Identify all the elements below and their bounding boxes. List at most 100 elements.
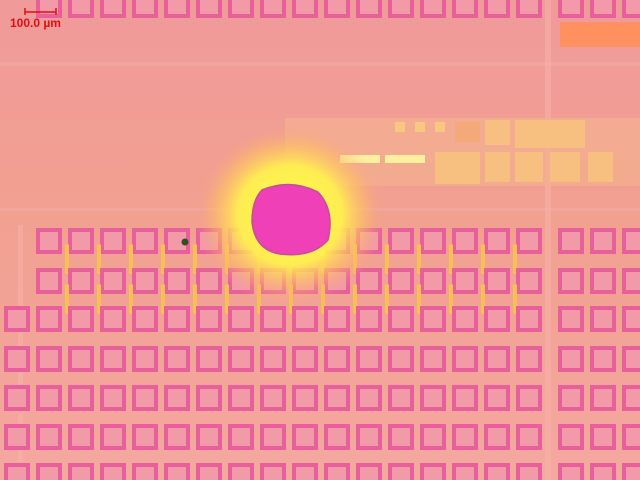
pad-inner	[626, 272, 640, 290]
pad-inner	[488, 0, 506, 14]
pad-inner	[264, 467, 282, 480]
pad-inner	[562, 428, 580, 446]
pad-inner	[424, 467, 442, 480]
pad-inner	[456, 350, 474, 368]
pad-inner	[456, 389, 474, 407]
pad-inner	[360, 0, 378, 14]
pad-inner	[328, 428, 346, 446]
pad-inner	[392, 310, 410, 328]
pad-inner	[296, 389, 314, 407]
pad-inner	[136, 310, 154, 328]
pad-inner	[136, 389, 154, 407]
pad-inner	[488, 350, 506, 368]
pad-inner	[424, 232, 442, 250]
pad-inner	[40, 350, 58, 368]
pad-inner	[168, 350, 186, 368]
pad-inner	[360, 389, 378, 407]
pad-inner	[104, 272, 122, 290]
pad-inner	[520, 310, 538, 328]
pad-inner	[520, 272, 538, 290]
pad-inner	[8, 350, 26, 368]
pad-inner	[456, 232, 474, 250]
pad-inner	[520, 0, 538, 14]
defect-blob	[251, 183, 331, 256]
pad-inner	[104, 428, 122, 446]
pad-inner	[136, 232, 154, 250]
pad-inner	[8, 467, 26, 480]
pad-inner	[488, 310, 506, 328]
pad-inner	[392, 350, 410, 368]
pad-inner	[562, 310, 580, 328]
pad-inner	[328, 0, 346, 14]
pad-inner	[40, 310, 58, 328]
pad-inner	[626, 0, 640, 14]
pad-inner	[40, 272, 58, 290]
pad-inner	[456, 272, 474, 290]
pad-inner	[168, 467, 186, 480]
pad-inner	[328, 310, 346, 328]
pad-inner	[200, 350, 218, 368]
pad-inner	[264, 310, 282, 328]
pad-inner	[104, 310, 122, 328]
connector	[449, 244, 453, 274]
pad-inner	[594, 467, 612, 480]
pad-inner	[264, 0, 282, 14]
connector	[129, 244, 133, 274]
pad-inner	[168, 428, 186, 446]
pad-inner	[424, 310, 442, 328]
pad-inner	[562, 272, 580, 290]
pad-inner	[168, 232, 186, 250]
pad-inner	[626, 389, 640, 407]
pad-inner	[296, 310, 314, 328]
pad-inner	[520, 428, 538, 446]
pad-inner	[626, 350, 640, 368]
connector	[193, 244, 197, 274]
pad-inner	[200, 272, 218, 290]
pad-inner	[562, 0, 580, 14]
connector	[65, 244, 69, 274]
pad-inner	[594, 389, 612, 407]
pad-inner	[488, 232, 506, 250]
pad-inner	[232, 428, 250, 446]
pad-inner	[360, 310, 378, 328]
pad-inner	[296, 428, 314, 446]
connector	[385, 244, 389, 274]
pad-inner	[8, 389, 26, 407]
pad-inner	[72, 428, 90, 446]
pad-inner	[562, 232, 580, 250]
pad-inner	[626, 428, 640, 446]
pad-inner	[488, 428, 506, 446]
pad-inner	[594, 272, 612, 290]
pad-inner	[72, 0, 90, 14]
pad-inner	[328, 467, 346, 480]
pad-inner	[136, 0, 154, 14]
pad-inner	[232, 389, 250, 407]
pad-inner	[200, 310, 218, 328]
trace	[0, 62, 640, 66]
pad-inner	[626, 310, 640, 328]
pad-inner	[360, 428, 378, 446]
pad-inner	[328, 350, 346, 368]
pad-inner	[232, 310, 250, 328]
pad-inner	[72, 350, 90, 368]
pad-inner	[392, 232, 410, 250]
pad-inner	[520, 350, 538, 368]
pad-inner	[168, 389, 186, 407]
pad-inner	[328, 389, 346, 407]
pad-inner	[168, 0, 186, 14]
pad-inner	[296, 467, 314, 480]
pad-inner	[424, 389, 442, 407]
scale-bar-label: 100.0 µm	[10, 16, 61, 30]
pad-inner	[264, 389, 282, 407]
pad-inner	[104, 350, 122, 368]
particle	[181, 238, 189, 246]
pad-inner	[594, 350, 612, 368]
pad-inner	[360, 272, 378, 290]
pad-inner	[104, 232, 122, 250]
pad-inner	[360, 350, 378, 368]
pad-inner	[626, 232, 640, 250]
pad-inner	[72, 310, 90, 328]
pad-inner	[520, 467, 538, 480]
pad-inner	[296, 0, 314, 14]
